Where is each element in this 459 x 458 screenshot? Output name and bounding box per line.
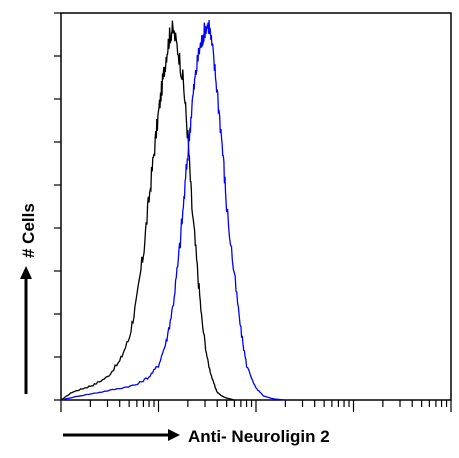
y-axis-ticks: [54, 12, 61, 401]
x-axis-arrow-head: [168, 429, 180, 441]
series-layer: [60, 19, 286, 401]
x-axis-label: Anti- Neuroligin 2: [188, 427, 330, 446]
plot-frame: [60, 12, 452, 401]
antibody-series-line: [60, 19, 286, 401]
y-axis-label: # Cells: [19, 203, 38, 258]
control-series-line: [60, 20, 235, 401]
x-axis-ticks: [60, 400, 452, 412]
y-axis-arrow-head: [20, 266, 32, 279]
